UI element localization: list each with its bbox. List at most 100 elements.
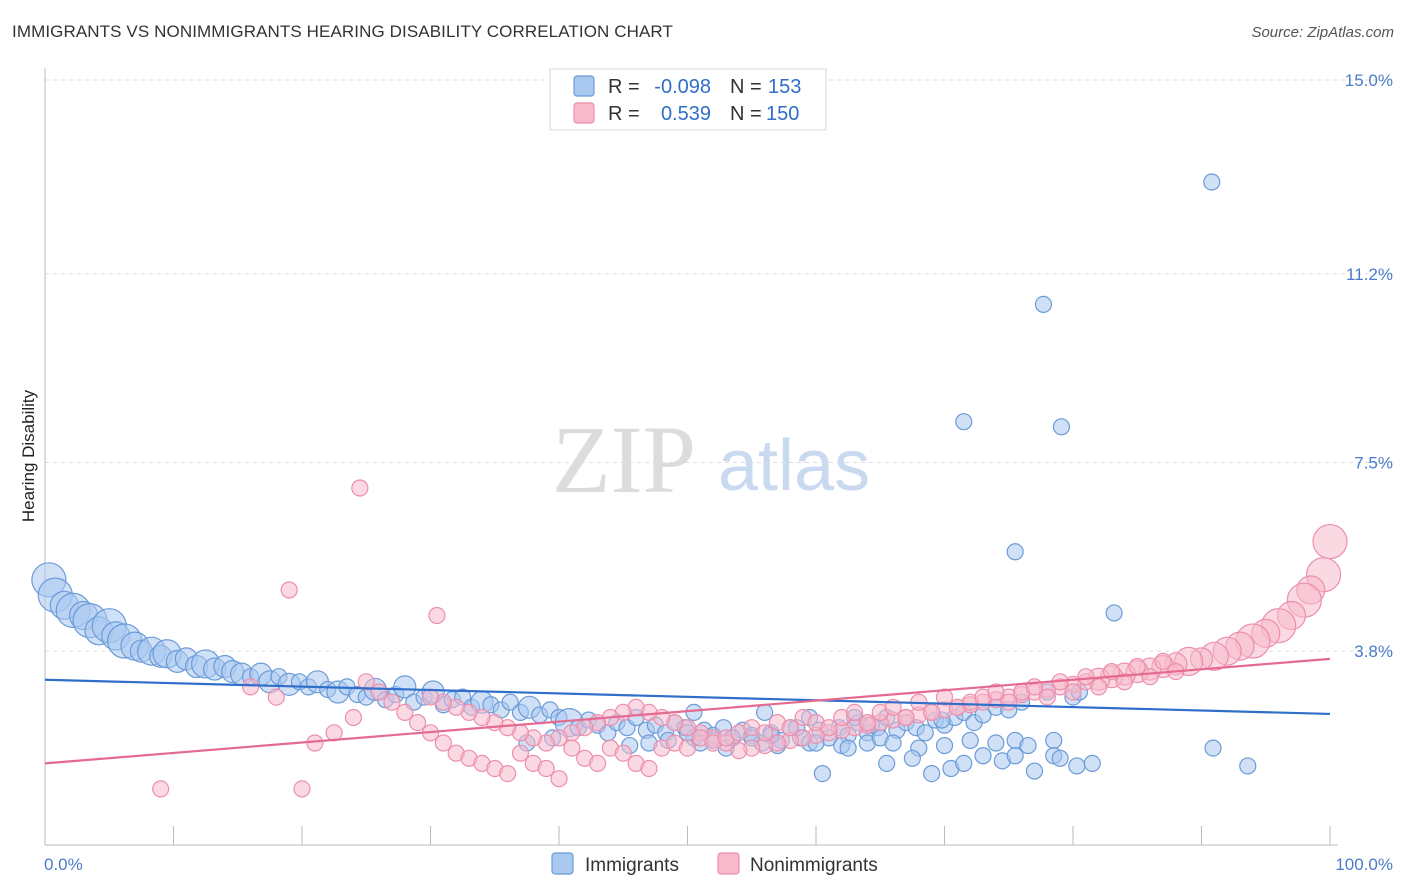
nonimmigrants-point-141 <box>280 581 298 599</box>
y-tick-labels: 3.8% 7.5% 11.2% 15.0% <box>1345 71 1393 661</box>
immigrants-point-158 <box>1105 604 1123 622</box>
nonimmigrants-point-116 <box>923 703 941 722</box>
nonimmigrants-point-0 <box>1312 523 1348 560</box>
nonimmigrants-point-87 <box>550 770 568 788</box>
immigrants-point-122 <box>987 734 1005 752</box>
nonimmigrants-point-84 <box>511 744 530 762</box>
y-tick-label-1: 7.5% <box>1354 454 1393 473</box>
immigrants-point-128 <box>878 754 896 773</box>
nonimmigrants-point-142 <box>351 479 369 497</box>
nonimmigrants-point-86 <box>537 759 555 778</box>
nonimmigrants-point-117 <box>935 688 954 706</box>
immigrants-point-132 <box>955 754 973 773</box>
immigrants-point-50 <box>501 693 519 711</box>
legend-n-label-1: N = <box>730 76 762 98</box>
immigrants-point-121 <box>961 731 979 750</box>
nonimmigrants-point-131 <box>1115 673 1134 691</box>
nonimmigrants-point-140 <box>152 780 170 798</box>
nonimmigrants-point-111 <box>858 713 877 732</box>
nonimmigrants-point-128 <box>1077 668 1095 686</box>
nonimmigrants-point-105 <box>781 719 799 737</box>
immigrants-point-126 <box>813 764 832 783</box>
immigrants-point-154 <box>1034 295 1053 313</box>
trend-line-immigrants <box>44 678 1331 716</box>
nonimmigrants-point-71 <box>421 688 440 706</box>
immigrants-point-136 <box>1025 762 1044 780</box>
immigrants-point-146 <box>685 703 703 722</box>
nonimmigrants-point-83 <box>499 764 517 783</box>
nonimmigrants-point-143 <box>428 606 446 625</box>
immigrants-point-139 <box>1068 757 1086 775</box>
immigrants-point-159 <box>1239 757 1257 775</box>
series-nonimmigrants <box>152 479 1348 798</box>
immigrants-point-118 <box>884 734 902 752</box>
x-tick-label-min: 0.0% <box>44 855 83 874</box>
nonimmigrants-point-114 <box>897 708 915 727</box>
nonimmigrants-point-78 <box>434 734 452 752</box>
grid-lines <box>45 79 1392 652</box>
nonimmigrants-point-94 <box>640 759 658 778</box>
legend-box <box>549 68 827 131</box>
nonimmigrants-point-129 <box>1090 678 1108 696</box>
bottom-legend-swatch-nonimmigrants <box>717 852 740 875</box>
immigrants-point-120 <box>935 736 954 755</box>
x-axis-ticks <box>44 826 1331 845</box>
immigrants-point-39 <box>393 675 417 699</box>
nonimmigrants-point-92 <box>614 744 632 762</box>
y-tick-label-0: 3.8% <box>1354 642 1393 661</box>
nonimmigrants-point-103 <box>755 724 774 742</box>
nonimmigrants-point-133 <box>1141 668 1159 686</box>
immigrants-point-140 <box>1083 754 1101 773</box>
nonimmigrants-point-97 <box>678 739 697 757</box>
legend-r-value-1: -0.098 <box>654 76 711 98</box>
x-tick-label-max: 100.0% <box>1335 855 1393 874</box>
nonimmigrants-point-121 <box>987 683 1005 701</box>
chart-title: IMMIGRANTS VS NONIMMIGRANTS HEARING DISA… <box>12 22 673 41</box>
y-tick-label-2: 11.2% <box>1346 265 1393 284</box>
series-legend: Immigrants Nonimmigrants <box>551 852 878 876</box>
legend-r-value-2: 0.539 <box>661 103 711 125</box>
correlation-legend: R = -0.098 N = 153 R = 0.539 N = 150 <box>549 68 827 131</box>
immigrants-point-135 <box>1006 747 1024 765</box>
nonimmigrants-point-76 <box>409 713 427 732</box>
nonimmigrants-point-90 <box>588 754 607 773</box>
source-credit: Source: ZipAtlas.com <box>1251 24 1394 41</box>
y-tick-label-3: 15.0% <box>1345 71 1393 90</box>
immigrants-point-129 <box>903 749 921 767</box>
immigrants-point-93 <box>916 724 934 742</box>
watermark-zip: ZIP <box>552 406 696 513</box>
nonimmigrants-point-88 <box>563 739 581 757</box>
immigrants-point-160 <box>1204 739 1222 757</box>
nonimmigrants-point-75 <box>396 703 414 722</box>
nonimmigrants-point-47 <box>730 742 748 760</box>
bottom-legend-swatch-immigrants <box>551 852 574 875</box>
immigrants-point-133 <box>974 747 992 765</box>
y-axis-label: Hearing Disability <box>19 389 38 522</box>
nonimmigrants-point-108 <box>820 719 838 737</box>
nonimmigrants-point-139 <box>267 688 285 706</box>
bottom-legend-label-immigrants: Immigrants <box>585 855 679 876</box>
nonimmigrants-point-127 <box>1064 683 1082 701</box>
legend-n-value-1: 153 <box>768 76 801 98</box>
nonimmigrants-point-145 <box>293 780 311 798</box>
nonimmigrants-point-134 <box>1154 652 1172 671</box>
watermark: ZIP atlas <box>552 406 870 513</box>
immigrants-point-155 <box>1052 418 1071 436</box>
immigrants-point-153 <box>1203 173 1221 191</box>
immigrants-point-157 <box>1006 543 1024 561</box>
legend-swatch-nonimmigrants <box>573 102 595 124</box>
legend-n-label-2: N = <box>730 103 762 125</box>
immigrants-point-156 <box>955 413 973 431</box>
immigrants-point-130 <box>923 764 941 783</box>
nonimmigrants-point-136 <box>344 708 362 727</box>
watermark-atlas: atlas <box>718 426 870 506</box>
immigrants-point-125 <box>1045 731 1063 750</box>
legend-n-value-2: 150 <box>766 103 799 125</box>
bottom-legend-label-nonimmigrants: Nonimmigrants <box>750 855 878 876</box>
nonimmigrants-point-144 <box>242 678 260 696</box>
immigrants-point-124 <box>1019 736 1037 755</box>
nonimmigrants-point-74 <box>383 693 401 711</box>
immigrants-point-127 <box>839 739 857 757</box>
legend-r-label-2: R = <box>608 103 640 125</box>
